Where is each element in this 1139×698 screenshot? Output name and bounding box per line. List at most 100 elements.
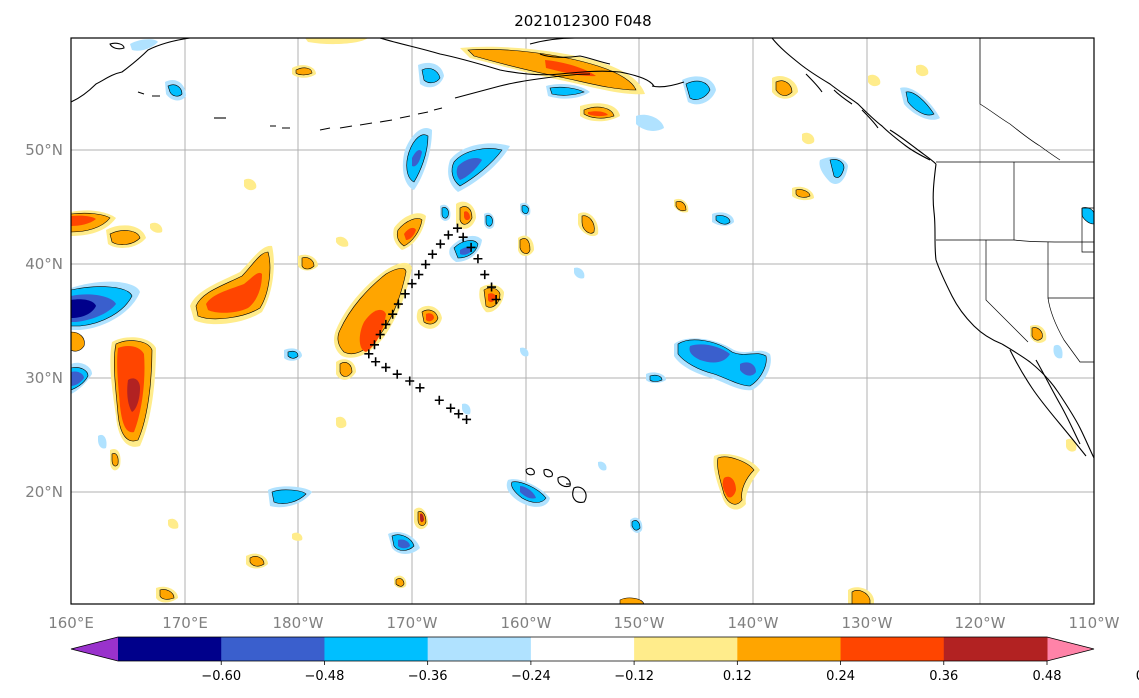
contour-negative [456, 158, 482, 180]
contour-negative [521, 205, 529, 214]
colorbar-tick-label: 0.60 [1136, 669, 1139, 684]
contour-positive [619, 597, 645, 604]
lon-tick-label: 160°W [501, 614, 552, 632]
contour-positive [111, 453, 119, 467]
contour-positive [244, 178, 257, 191]
map-title: 2021012300 F048 [514, 12, 651, 30]
map-area [71, 38, 1094, 604]
contour-negative [421, 68, 441, 84]
track-marker [393, 299, 403, 309]
colorbar-tick-label: −0.36 [408, 669, 448, 684]
contour-negative [412, 150, 422, 167]
track-marker [446, 403, 456, 413]
contour-negative [631, 520, 641, 531]
track-marker [405, 376, 415, 386]
track-marker [458, 232, 468, 242]
contour-negative [549, 86, 585, 96]
colorbar-outline [70, 636, 1095, 662]
contour-negative [460, 247, 472, 255]
contour-negative [598, 461, 607, 471]
contour-positive [71, 215, 96, 226]
track-marker [381, 362, 391, 372]
contour-positive [109, 230, 141, 245]
contour-positive [206, 272, 262, 313]
track-marker [407, 279, 417, 289]
contour-positive [467, 49, 637, 91]
lat-tick-label: 20°N [25, 483, 63, 501]
lon-tick-label: 160°E [48, 614, 94, 632]
contour-negative [715, 215, 731, 225]
contour-positive [150, 222, 163, 233]
lon-labels: 160°E 170°E 180°W 170°W 160°W 150°W 140°… [48, 614, 1119, 632]
contour-positive [336, 236, 349, 247]
contour-negative [905, 91, 935, 116]
lon-tick-label: 110°W [1069, 614, 1120, 632]
lon-tick-label: 170°E [162, 614, 208, 632]
track-marker [487, 282, 497, 292]
contour-positive [916, 64, 929, 77]
contour-negative [130, 39, 158, 51]
map-frame [70, 37, 1095, 605]
contour-positive [71, 331, 85, 352]
contour-positive [519, 238, 531, 254]
gridlines [71, 38, 1094, 604]
colorbar-segment [634, 637, 738, 661]
track-marker [415, 383, 425, 393]
contour-positive [675, 201, 687, 212]
contour-negative [287, 350, 299, 359]
colorbar [70, 636, 1095, 662]
contour-positive [775, 80, 793, 96]
lat-tick-label: 50°N [25, 141, 63, 159]
colorbar-tick-label: −0.60 [201, 669, 241, 684]
track-marker [375, 330, 385, 340]
colorbar-tick-label: −0.12 [614, 669, 654, 684]
contour-negative [689, 344, 730, 363]
contour-positive [395, 578, 405, 587]
track-marker [491, 294, 501, 304]
contour-positive [420, 513, 424, 523]
colorbar-segment [840, 637, 945, 661]
contour-positive [722, 476, 736, 498]
contour-negative [398, 539, 410, 549]
contour-negative [740, 362, 756, 376]
contour-positive [464, 211, 470, 221]
track-marker [364, 349, 374, 359]
contour-positive [1066, 438, 1077, 452]
track-marker [466, 242, 476, 252]
contour-positive [305, 38, 368, 45]
colorbar-extend [71, 637, 118, 661]
lon-tick-label: 170°W [387, 614, 438, 632]
contour-positive [168, 518, 179, 529]
contour-negative [98, 434, 107, 449]
coastline-alaska [71, 38, 685, 131]
contour-positive [795, 189, 811, 198]
lon-tick-label: 120°W [955, 614, 1006, 632]
contour-positive [802, 132, 815, 145]
contour-negative [1053, 344, 1063, 359]
contour-positive [336, 416, 347, 429]
contour-negative [71, 299, 96, 318]
track-marker [452, 223, 462, 233]
contour-positive [127, 378, 140, 412]
lat-labels: 50°N 40°N 30°N 20°N [25, 141, 63, 501]
contour-positive [301, 257, 315, 270]
contour-positive [404, 227, 416, 240]
track-marker [454, 409, 464, 419]
contour-negative [520, 486, 536, 499]
contour-positive [588, 111, 608, 117]
colorbar-segment [427, 637, 532, 661]
contour-positive [1031, 327, 1043, 341]
colorbar-segment [118, 637, 222, 661]
track-marker [427, 249, 437, 259]
contour-negative [520, 347, 529, 357]
track-marker [443, 230, 453, 240]
contour-positive [868, 74, 881, 87]
track-marker [388, 309, 398, 319]
track-marker [381, 319, 391, 329]
contour-positive [359, 309, 386, 352]
track-marker [371, 357, 381, 367]
contour-positive [339, 362, 353, 377]
track-marker [400, 289, 410, 299]
lon-tick-label: 180°W [273, 614, 324, 632]
contour-negative [271, 489, 307, 504]
